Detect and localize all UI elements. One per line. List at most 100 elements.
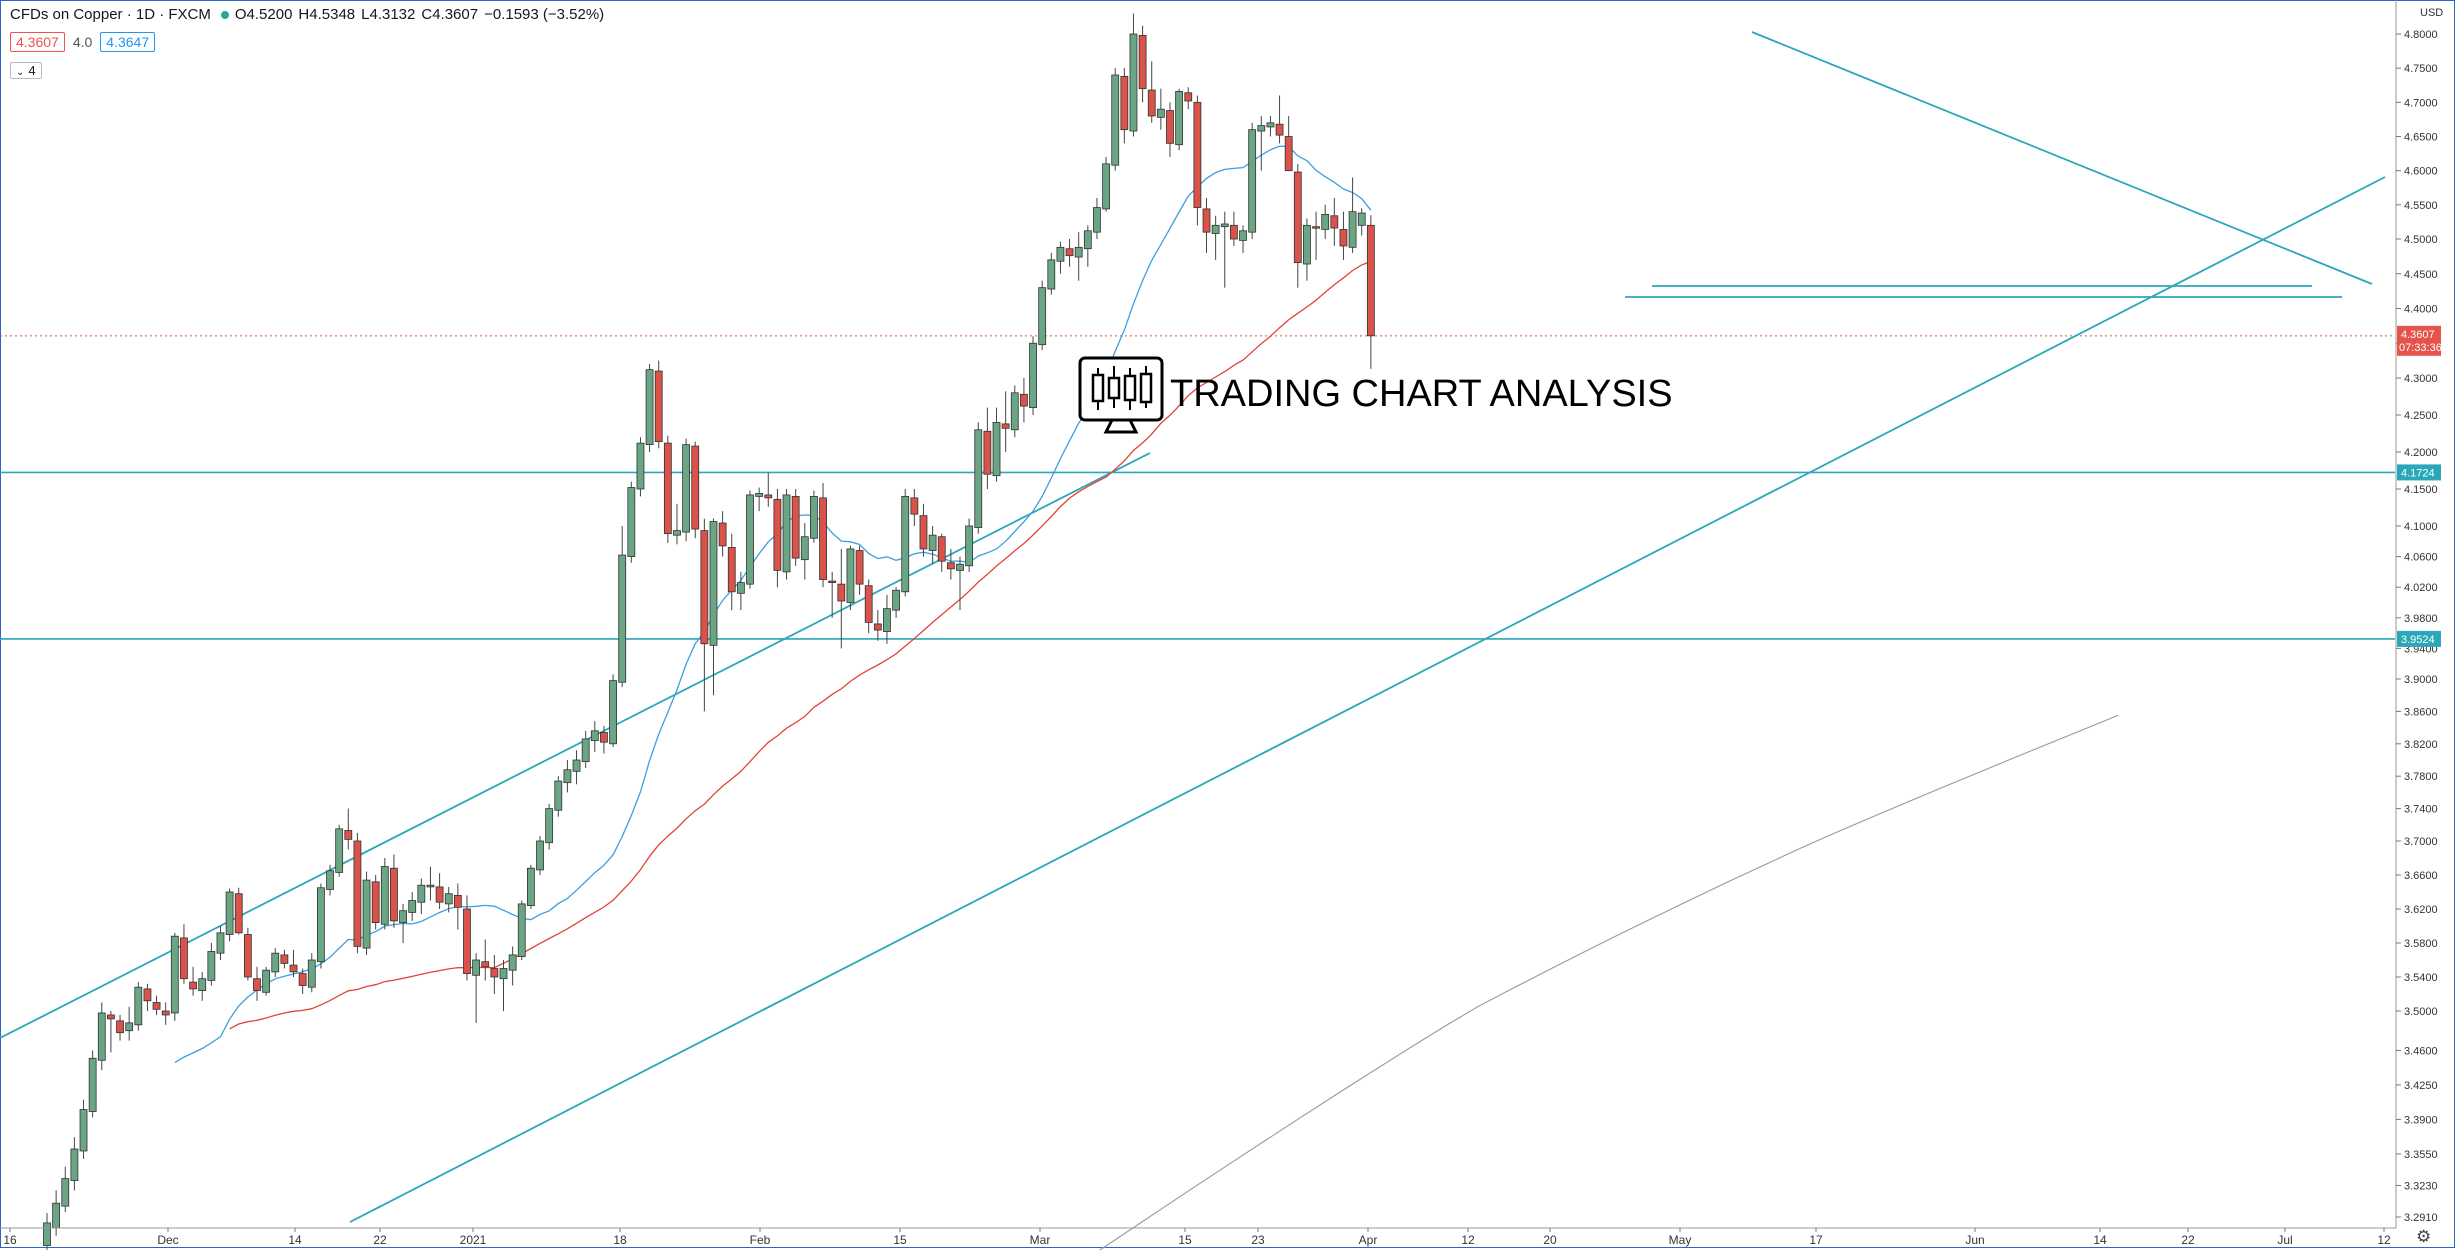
candle-body [937, 536, 946, 562]
candle-body [453, 895, 462, 908]
price-tick-label: 3.6600 [2404, 870, 2438, 882]
candle [253, 966, 261, 1001]
candle-body [727, 547, 736, 593]
candle [1074, 232, 1083, 281]
watermark-text: TRADING CHART ANALYSIS [1170, 373, 1673, 415]
candle-body [1147, 89, 1156, 117]
price-tick-label: 3.7000 [2404, 836, 2438, 848]
ohlc-change: −0.1593 (−3.52%) [484, 6, 605, 23]
price-tick-label: 4.1000 [2404, 521, 2438, 533]
candle-body [326, 870, 334, 890]
candle [810, 490, 818, 543]
candle [645, 364, 654, 452]
time-tick-label: 12 [1461, 1233, 1475, 1247]
price-tick-label: 3.9800 [2404, 613, 2438, 625]
price-tick-label: 4.2000 [2404, 447, 2438, 459]
candle [499, 960, 508, 1011]
candle-body [965, 525, 974, 567]
candle [1357, 208, 1366, 236]
candle-body [125, 1022, 134, 1032]
candle-body [1020, 393, 1028, 407]
candle [563, 760, 572, 793]
candle-body [1038, 287, 1047, 346]
time-tick-label: Jun [1965, 1233, 1984, 1247]
legend-toggle[interactable]: ⌄ 4 [10, 62, 42, 79]
price-tick-label: 3.4250 [2404, 1080, 2438, 1092]
candle [1111, 68, 1120, 171]
candle-body [472, 959, 481, 976]
candle-body [883, 608, 891, 632]
price-tick-label: 3.3900 [2404, 1114, 2438, 1126]
candle-body [873, 623, 882, 631]
candle-body [673, 530, 681, 536]
candle [700, 518, 709, 712]
candle [1220, 211, 1229, 288]
candle [170, 932, 179, 1021]
candle-body [892, 589, 900, 611]
candle [1312, 211, 1320, 260]
candle [161, 1002, 170, 1025]
candle [307, 953, 316, 993]
candle-body [417, 884, 426, 903]
candle [1193, 95, 1202, 226]
candle-body [682, 444, 690, 533]
price-tick-label: 4.3000 [2404, 373, 2438, 385]
symbol-title[interactable]: CFDs on Copper · 1D · FXCM [10, 6, 211, 23]
ohlc-low: L4.3132 [361, 6, 416, 23]
candle [526, 864, 535, 909]
time-tick-label: 14 [2093, 1233, 2107, 1247]
price-tick-label: 3.5400 [2404, 972, 2438, 984]
candle-body [1266, 122, 1275, 128]
candle [1266, 116, 1275, 137]
candle [380, 858, 389, 930]
candle-body [1321, 213, 1330, 230]
candle-body [1366, 224, 1375, 337]
candle-body [1156, 108, 1165, 118]
candle [1029, 336, 1037, 415]
price-axis[interactable]: USD 4.8000 4.7500 4.7000 4.6500 4.6000 4.5500 4… [2395, 0, 2443, 1228]
candle [472, 953, 481, 1023]
candle-body [1029, 342, 1037, 408]
price-tick-label: 3.3550 [2404, 1149, 2438, 1161]
candle-body [426, 884, 435, 888]
candle-body [1120, 75, 1129, 131]
indicator-value-blue[interactable]: 4.3647 [100, 32, 156, 52]
trendline [349, 176, 2386, 1223]
candle-body [1357, 212, 1366, 226]
candle [508, 946, 517, 986]
candle-body [243, 934, 252, 978]
candle-body [764, 494, 773, 499]
gear-icon[interactable]: ⚙ [2416, 1227, 2432, 1246]
candle [1303, 218, 1311, 281]
candle [134, 982, 143, 1031]
time-axis[interactable]: 16 Dec 14 22 2021 18 Feb 15 Mar 15 23 Apr 12 20 May 17 J… [0, 1227, 2396, 1247]
candle-body [1293, 171, 1302, 264]
price-tick-label: 4.8000 [2404, 29, 2438, 41]
watermark-logo: TRADING CHART ANALYSIS [1078, 356, 1673, 434]
candle-body [170, 935, 179, 1014]
candle [52, 1190, 61, 1236]
candle [1138, 25, 1147, 103]
indicator-value-red[interactable]: 4.3607 [10, 32, 65, 52]
candle [243, 927, 252, 981]
candle [937, 533, 946, 572]
candle-body [344, 830, 353, 840]
candle-body [901, 495, 910, 593]
candle [79, 1099, 88, 1159]
price-tick-label: 4.4000 [2404, 304, 2438, 316]
candle [490, 954, 499, 994]
price-tick-label: 4.7500 [2404, 63, 2438, 75]
level-badge-label: 4.1724 [2401, 467, 2435, 479]
candle [216, 926, 225, 960]
candle-body [819, 497, 827, 580]
candle [590, 721, 599, 752]
candle [1001, 391, 1010, 452]
candle [444, 886, 453, 913]
candle [426, 866, 435, 901]
market-status-icon [220, 10, 229, 19]
candle-body [581, 738, 590, 763]
candle-body [855, 550, 864, 585]
candle-body [1239, 230, 1247, 241]
moving-averages [174, 145, 2119, 1250]
